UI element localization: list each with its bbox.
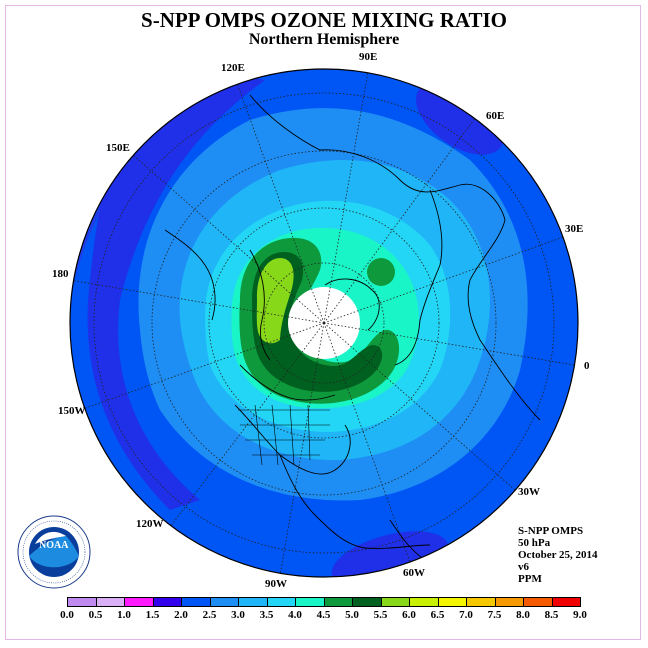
colorbar-bin	[323, 597, 353, 607]
lon-label-150w: 150W	[58, 405, 86, 417]
colorbar-bin	[409, 597, 439, 607]
colorbar-bin	[523, 597, 553, 607]
lon-label-90e: 90E	[359, 51, 378, 63]
contour-5.5	[256, 258, 294, 344]
info-version: v6	[518, 561, 529, 573]
lon-label-120e: 120E	[221, 62, 245, 74]
colorbar-bin	[152, 597, 182, 607]
map-title: S-NPP OMPS OZONE MIXING RATIO	[141, 8, 507, 32]
noaa-logo	[17, 515, 91, 589]
colorbar-bin	[238, 597, 268, 607]
colorbar-bin	[551, 597, 581, 607]
info-block: S-NPP OMPS 50 hPa October 25, 2014 v6 PP…	[518, 525, 598, 585]
colorbar-tick-label: 2.5	[202, 609, 217, 621]
colorbar-tick-label: 0.5	[88, 609, 103, 621]
colorbar-tick-label: 3.0	[231, 609, 245, 621]
colorbar-tick-label: 1.0	[117, 609, 131, 621]
colorbar-bin	[466, 597, 496, 607]
colorbar-tick-label: 5.0	[345, 609, 359, 621]
colorbar-bin	[67, 597, 97, 607]
colorbar-tick-label: 4.0	[288, 609, 302, 621]
lon-label-90w: 90W	[265, 578, 287, 590]
colorbar-tick-label: 4.5	[316, 609, 331, 621]
colorbar-bin	[494, 597, 524, 607]
info-units: PPM	[518, 573, 542, 585]
colorbar-bin	[181, 597, 211, 607]
colorbar-bin	[295, 597, 325, 607]
colorbar-tick-label: 1.5	[145, 609, 160, 621]
colorbar-bin	[124, 597, 154, 607]
lon-label-30w: 30W	[518, 486, 540, 498]
colorbar-tick-label: 7.0	[459, 609, 473, 621]
colorbar-tick-label: 5.5	[373, 609, 388, 621]
colorbar-tick-label: 8.0	[516, 609, 530, 621]
colorbar-tick-label: 0.0	[60, 609, 74, 621]
noaa-logo-text: NOAA	[39, 540, 69, 551]
lon-label-30e: 30E	[565, 223, 584, 235]
colorbar-tick-label: 7.5	[487, 609, 502, 621]
colorbar-bin	[209, 597, 239, 607]
contour-1.5-band	[87, 69, 265, 510]
state-boundaries	[238, 404, 330, 466]
map-subtitle: Northern Hemisphere	[248, 31, 400, 48]
graticule	[70, 69, 578, 576]
colorbar-bin	[95, 597, 125, 607]
colorbar-tick-label: 3.5	[259, 609, 274, 621]
lon-label-60e: 60E	[486, 110, 505, 122]
coastlines	[164, 94, 541, 577]
colorbar-tick-label: 8.5	[544, 609, 559, 621]
info-level: 50 hPa	[518, 537, 551, 549]
colorbar-tick-label: 6.5	[430, 609, 445, 621]
lon-label-120w: 120W	[136, 518, 164, 530]
frame-border	[5, 5, 641, 640]
info-instrument: S-NPP OMPS	[518, 525, 584, 537]
colorbar-bin	[380, 597, 410, 607]
lon-label-0: 0	[584, 360, 590, 372]
contour-4.5-islet	[367, 258, 395, 286]
colorbar-bin	[266, 597, 296, 607]
colorbar-tick-label: 9.0	[573, 609, 587, 621]
map-boundary	[69, 68, 579, 578]
colorbar-bin	[352, 597, 382, 607]
info-date: October 25, 2014	[518, 549, 598, 561]
lon-label-180: 180	[52, 268, 69, 280]
colorbar-tick-label: 2.0	[174, 609, 188, 621]
colorbar-tick-label: 6.0	[402, 609, 416, 621]
colorbar-bin	[437, 597, 467, 607]
lon-label-60w: 60W	[403, 567, 425, 579]
lon-label-150e: 150E	[106, 142, 130, 154]
